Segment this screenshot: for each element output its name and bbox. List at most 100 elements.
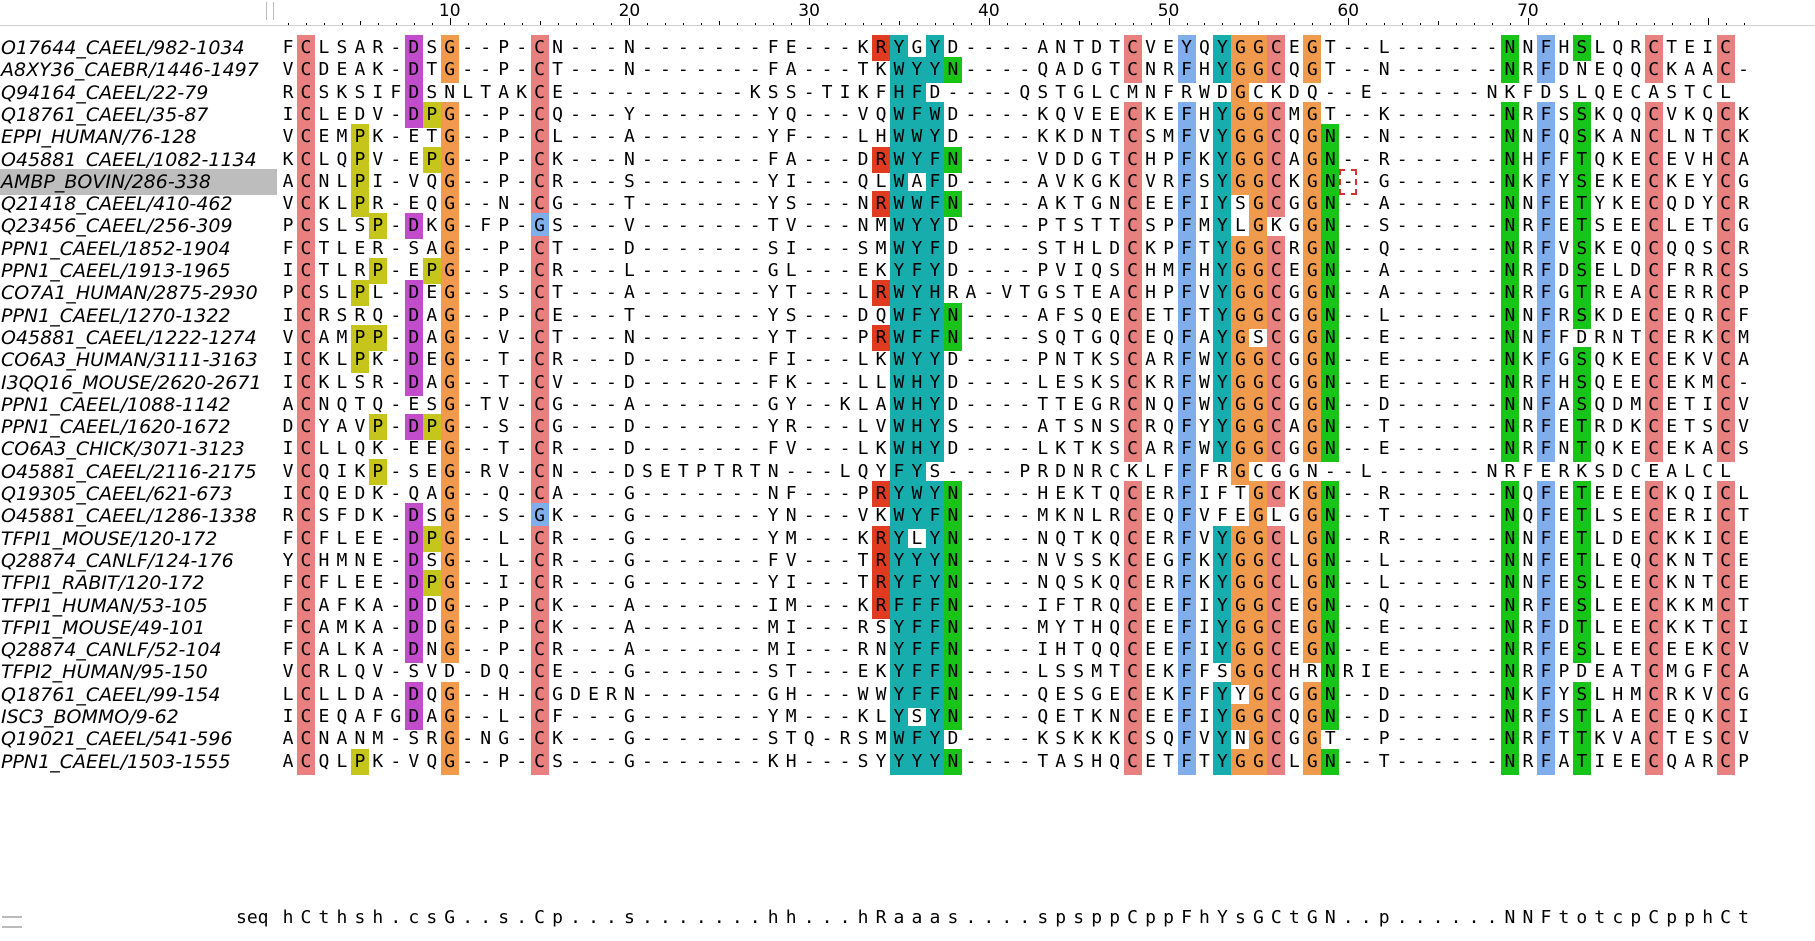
residue-cell[interactable]: L (1234, 215, 1246, 237)
sequence-name[interactable]: O45881_CAEEL/1286-1338 (1, 505, 257, 528)
residue-cell[interactable]: E (408, 148, 420, 170)
residue-cell[interactable]: Q (1594, 81, 1606, 103)
residue-cell[interactable]: Y (1177, 35, 1196, 61)
residue-cell[interactable]: P (498, 126, 510, 148)
residue-cell[interactable]: F (1177, 101, 1196, 128)
residue-cell[interactable]: - (516, 148, 528, 170)
residue-cell[interactable]: - (749, 170, 761, 192)
residue-cell[interactable]: G (1249, 124, 1268, 151)
residue-cell[interactable]: - (641, 59, 653, 81)
residue-cell[interactable]: C (296, 101, 315, 128)
residue-cell[interactable]: I (372, 81, 384, 103)
residue-cell[interactable]: - (965, 59, 977, 81)
residue-cell[interactable]: G (440, 748, 459, 775)
residue-cell[interactable]: G (1091, 170, 1103, 192)
residue-cell[interactable]: C (1644, 213, 1663, 240)
residue-cell[interactable]: - (659, 193, 671, 215)
residue-cell[interactable]: S (1572, 101, 1591, 128)
residue-cell[interactable]: - (462, 148, 474, 170)
residue-cell[interactable]: G (1073, 81, 1085, 103)
residue-cell[interactable]: Y (767, 126, 779, 148)
residue-cell[interactable]: - (462, 237, 474, 259)
residue-cell[interactable]: Y (1558, 170, 1570, 192)
residue-cell[interactable]: H (889, 79, 908, 106)
residue-cell[interactable]: C (530, 191, 549, 218)
residue-cell[interactable]: - (1001, 193, 1013, 215)
residue-cell[interactable]: R (282, 81, 294, 103)
residue-cell[interactable]: R (354, 260, 366, 281)
residue-cell[interactable]: Q (1666, 193, 1678, 215)
residue-cell[interactable]: C (296, 748, 315, 775)
residue-cell[interactable]: E (1288, 37, 1300, 58)
residue-cell[interactable]: - (1001, 215, 1013, 237)
residue-cell[interactable]: H (1091, 750, 1103, 772)
residue-cell[interactable]: V (1055, 260, 1067, 281)
residue-cell[interactable]: R (1702, 750, 1714, 772)
residue-cell[interactable]: T (1091, 215, 1103, 237)
residue-cell[interactable]: Y (889, 258, 908, 284)
residue-cell[interactable]: C (1716, 213, 1735, 240)
residue-cell[interactable]: C (1267, 191, 1286, 218)
residue-cell[interactable]: D (1073, 148, 1085, 170)
residue-cell[interactable]: G (1231, 748, 1250, 775)
residue-cell[interactable]: - (659, 215, 671, 237)
residue-cell[interactable]: S (1558, 81, 1570, 103)
residue-cell[interactable]: T (426, 126, 438, 148)
residue-cell[interactable]: D (1055, 148, 1067, 170)
residue-cell[interactable]: D (404, 79, 423, 106)
residue-cell[interactable]: K (372, 750, 384, 772)
residue-cell[interactable]: V (1666, 103, 1678, 125)
residue-cell[interactable]: - (965, 81, 977, 103)
residue-cell[interactable]: N (1500, 101, 1519, 128)
residue-cell[interactable]: C (1716, 124, 1735, 151)
residue-cell[interactable]: F (1536, 101, 1555, 128)
residue-cell[interactable]: - (1468, 148, 1480, 170)
residue-cell[interactable]: G (1303, 168, 1322, 195)
residue-cell[interactable]: - (1450, 126, 1462, 148)
residue-cell[interactable]: Q (426, 750, 438, 772)
residue-cell[interactable]: G (1091, 148, 1103, 170)
residue-cell[interactable]: C (296, 213, 315, 240)
residue-cell[interactable]: - (947, 81, 959, 103)
residue-cell[interactable]: V (1199, 126, 1210, 148)
residue-cell[interactable]: G (1231, 146, 1250, 173)
residue-cell[interactable]: Y (925, 35, 944, 61)
residue-cell[interactable]: - (606, 193, 617, 215)
residue-cell[interactable]: - (641, 260, 653, 281)
residue-cell[interactable]: T (1324, 37, 1336, 58)
residue-cell[interactable]: P (498, 59, 510, 81)
residue-cell[interactable]: C (1123, 35, 1142, 61)
residue-cell[interactable]: - (390, 126, 402, 148)
residue-cell[interactable]: D (947, 37, 959, 58)
residue-cell[interactable]: T (624, 193, 635, 215)
residue-cell[interactable]: D (1091, 37, 1103, 58)
residue-cell[interactable]: - (516, 37, 528, 58)
residue-cell[interactable]: - (803, 260, 815, 281)
residue-cell[interactable]: - (839, 170, 851, 192)
residue-cell[interactable]: Y (1213, 191, 1232, 218)
residue-cell[interactable]: - (1396, 148, 1408, 170)
residue-cell[interactable]: K (1109, 170, 1121, 192)
residue-cell[interactable]: - (677, 148, 689, 170)
residue-cell[interactable]: - (1468, 103, 1480, 125)
residue-cell[interactable]: Y (1213, 35, 1232, 61)
residue-cell[interactable]: Q (1684, 237, 1696, 259)
residue-cell[interactable]: - (1738, 59, 1749, 81)
residue-cell[interactable]: K (1738, 126, 1749, 148)
sequence-name[interactable]: O45881_CAEEL/2116-2175 (1, 460, 257, 483)
residue-cell[interactable]: - (606, 237, 617, 259)
sequence-name[interactable]: CO6A3_CHICK/3071-3123 (1, 438, 245, 461)
residue-cell[interactable]: - (677, 170, 689, 192)
residue-cell[interactable]: A (1037, 193, 1049, 215)
residue-cell[interactable]: - (1396, 193, 1408, 215)
residue-cell[interactable]: K (282, 148, 294, 170)
residue-cell[interactable]: I (282, 103, 294, 125)
residue-cell[interactable]: R (1522, 59, 1534, 81)
residue-cell[interactable]: - (1450, 170, 1462, 192)
residue-cell[interactable]: T (318, 260, 330, 281)
residue-cell[interactable]: - (803, 750, 815, 772)
residue-cell[interactable]: F (925, 146, 944, 173)
residue-cell[interactable]: Q (1666, 237, 1678, 259)
